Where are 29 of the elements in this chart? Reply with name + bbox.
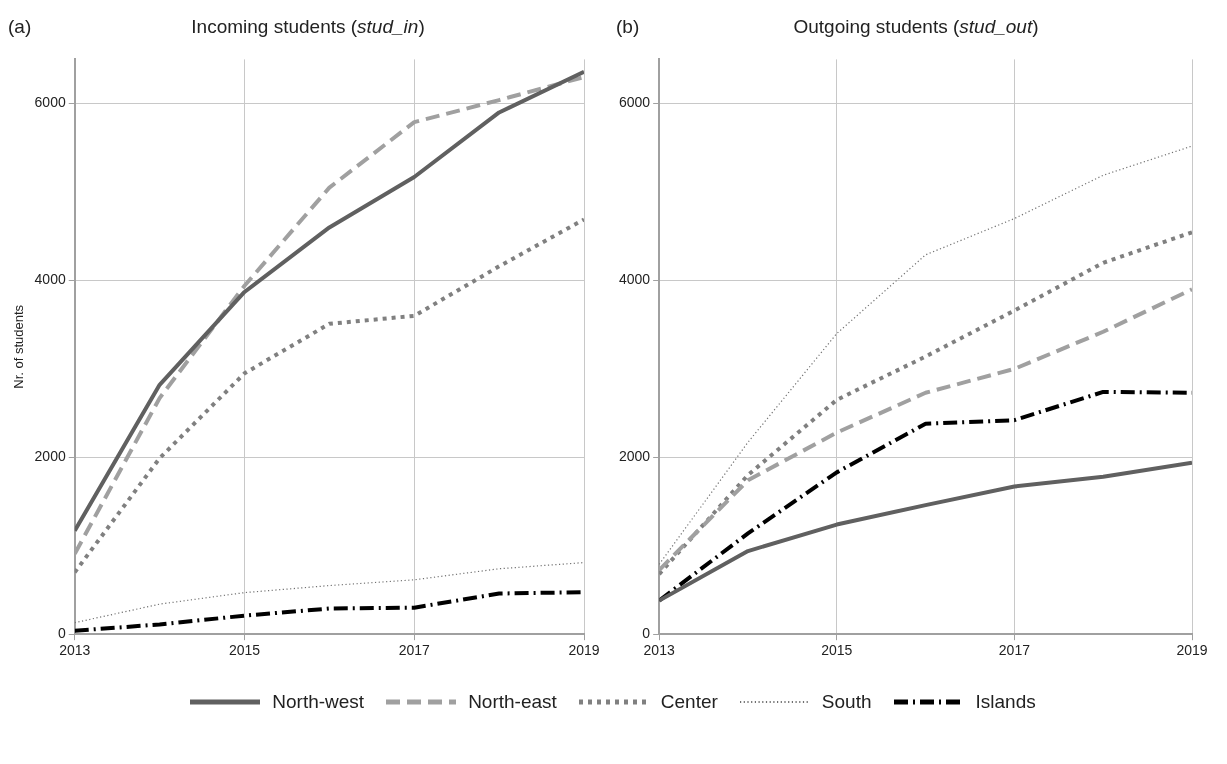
x-tick-label: 2017 [398, 642, 431, 659]
y-tick-label: 2000 [34, 448, 66, 465]
text: (a) [8, 16, 32, 38]
chart-title: Outgoing students (stud_out) [793, 16, 1039, 37]
x-tick-label: 2015 [821, 642, 853, 659]
x-tick-label: 2013 [59, 642, 91, 659]
x-tick-label: 2015 [228, 642, 261, 659]
y-tick-label: 2000 [618, 448, 651, 465]
text: (b) [616, 16, 640, 38]
y-tick-label: 6000 [34, 94, 66, 111]
y-tick-label: 4000 [618, 271, 651, 288]
line-series [74, 217, 584, 575]
y-tick-label: 0 [642, 625, 651, 642]
y-tick-label: 6000 [618, 94, 651, 111]
x-tick-label: 2017 [998, 642, 1031, 659]
legend-label: Islands [975, 691, 1036, 713]
legend-label: Center [660, 691, 718, 713]
line-series [74, 561, 584, 624]
x-tick-label: 2019 [568, 642, 600, 659]
x-tick-label: 2019 [1176, 642, 1208, 659]
y-axis-title: Nr. of students [11, 304, 27, 389]
line-series [659, 230, 1192, 577]
y-tick-label: 4000 [34, 271, 66, 288]
x-tick-label: 2013 [643, 642, 675, 659]
y-tick-label: 0 [57, 625, 66, 642]
legend-label: South [821, 691, 872, 713]
legend-label: North-west [272, 691, 365, 713]
chart-title: Incoming students (stud_in) [191, 16, 425, 37]
legend-label: North-east [468, 691, 557, 713]
